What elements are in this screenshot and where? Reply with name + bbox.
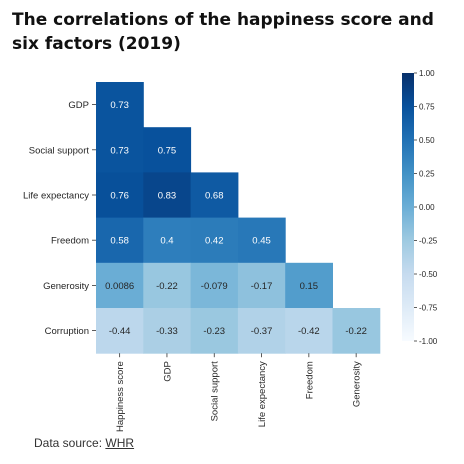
heatmap-cells: 0.73 0.73 0.75 0.76 0.83 0.68 0.58 0.4 0.42 0.45 0… — [96, 82, 381, 354]
row-label: Generosity — [43, 281, 89, 292]
cell-value-label: -0.22 — [345, 326, 367, 337]
cell-value-label: 0.15 — [300, 281, 319, 292]
cell-value-label: 0.58 — [110, 236, 129, 247]
colorbar-tick-label: -0.50 — [419, 270, 438, 279]
cell-value-label: -0.079 — [201, 281, 228, 292]
cell-value-label: 0.73 — [110, 145, 129, 156]
column-label: Generosity — [352, 361, 363, 407]
source-link[interactable]: WHR — [105, 436, 135, 450]
cell-value-label: 0.42 — [205, 236, 224, 247]
row-label: Freedom — [51, 236, 89, 247]
heatmap-cell — [237, 308, 286, 354]
heatmap-cell — [190, 217, 239, 264]
column-label: Happiness score — [115, 361, 126, 432]
heatmap-cell — [143, 262, 192, 309]
heatmap-cell — [190, 308, 239, 354]
column-label: Social support — [210, 361, 221, 422]
heatmap-cell — [237, 217, 286, 264]
colorbar-tick-label: -0.75 — [419, 304, 438, 313]
heatmap-cell — [143, 308, 192, 354]
row-label: Life expectancy — [23, 191, 89, 202]
cell-value-label: 0.68 — [205, 191, 224, 202]
colorbar-ticks: 1.00 0.75 0.50 0.25 0.00 -0.25 -0.50 -0.75 -1.00 — [414, 69, 438, 346]
cell-value-label: -0.17 — [251, 281, 273, 292]
cell-value-label: 0.4 — [160, 236, 173, 247]
colorbar-tick-label: 0.75 — [419, 103, 435, 112]
heatmap-cell — [143, 217, 192, 264]
cell-value-label: -0.22 — [156, 281, 178, 292]
heatmap-cell — [96, 262, 144, 309]
heatmap-cell — [285, 308, 333, 354]
heatmap-cell — [332, 308, 381, 354]
row-label: Social support — [29, 145, 90, 156]
colorbar-tick-label: 0.00 — [419, 203, 435, 212]
heatmap-cell — [96, 127, 144, 173]
cell-value-label: 0.45 — [252, 236, 271, 247]
heatmap-cell — [190, 172, 239, 219]
cell-value-label: 0.75 — [158, 145, 177, 156]
column-label: Freedom — [304, 361, 315, 399]
colorbar-tick-label: 1.00 — [419, 69, 435, 78]
data-source: Data source: WHR — [34, 436, 134, 450]
cell-value-label: 0.73 — [110, 100, 129, 111]
colorbar-tick-label: 0.50 — [419, 136, 435, 145]
chart-title: The correlations of the happiness score … — [12, 10, 434, 54]
row-labels: GDP Social support Life expectancy Freedom G… — [23, 100, 96, 337]
heatmap-cell — [96, 82, 144, 128]
column-label: Life expectancy — [257, 361, 268, 427]
heatmap-cell — [237, 262, 286, 309]
heatmap-cell — [96, 172, 144, 219]
column-labels: Happiness score GDP Social support Life exp… — [115, 353, 363, 432]
heatmap-cell — [143, 172, 192, 219]
colorbar — [402, 73, 414, 341]
source-label: Data source: — [34, 436, 103, 450]
cell-value-label: -0.42 — [298, 326, 320, 337]
colorbar-tick-label: -1.00 — [419, 337, 438, 346]
heatmap-cell — [285, 262, 333, 309]
cell-value-label: 0.83 — [158, 191, 177, 202]
heatmap-cell — [96, 217, 144, 264]
heatmap-cell — [143, 127, 192, 173]
cell-value-label: 0.0086 — [105, 281, 134, 292]
row-label: GDP — [68, 100, 89, 111]
column-label: GDP — [162, 361, 173, 382]
heatmap-cell — [190, 262, 239, 309]
cell-value-label: 0.76 — [110, 191, 129, 202]
row-label: Corruption — [45, 326, 89, 337]
heatmap-cell — [96, 308, 144, 354]
cell-value-label: -0.23 — [203, 326, 225, 337]
cell-value-label: -0.44 — [109, 326, 131, 337]
colorbar-tick-label: -0.25 — [419, 237, 438, 246]
colorbar-tick-label: 0.25 — [419, 170, 435, 179]
cell-value-label: -0.37 — [251, 326, 273, 337]
cell-value-label: -0.33 — [156, 326, 178, 337]
